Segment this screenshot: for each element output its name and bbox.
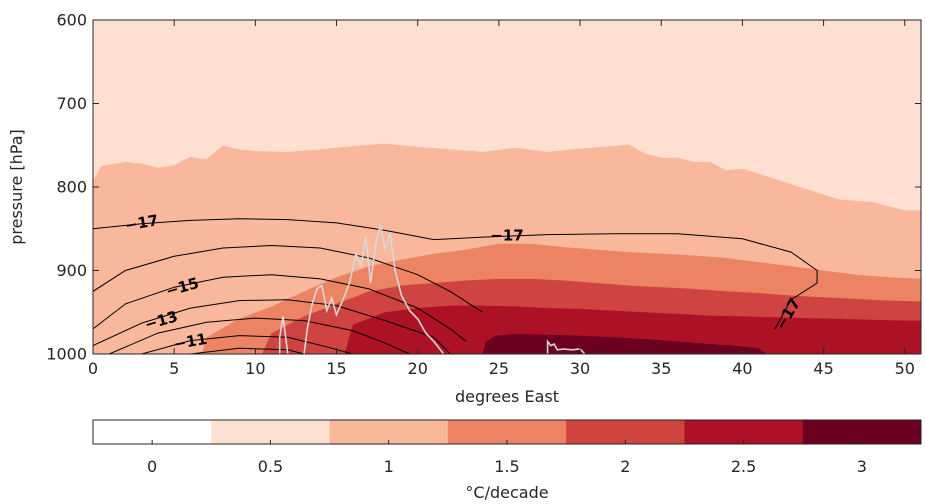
y-tick-label: 700 — [56, 94, 87, 113]
x-tick-label: 45 — [813, 359, 833, 378]
contour-line-0 — [93, 218, 818, 330]
colorbar-tick-label: 1 — [384, 457, 394, 476]
topography-line-1 — [303, 224, 445, 354]
topography-lines — [278, 224, 586, 354]
colorbar-tick-label: 0 — [147, 457, 157, 476]
x-tick-label: 40 — [732, 359, 752, 378]
x-tick-label: 50 — [895, 359, 915, 378]
x-tick-label: 30 — [570, 359, 590, 378]
y-tick-label: 800 — [56, 178, 87, 197]
x-tick-label: 15 — [326, 359, 346, 378]
contour-label-5: −11 — [172, 330, 208, 354]
x-tick-label: 10 — [245, 359, 265, 378]
contour-line-2 — [93, 274, 467, 342]
region-level-3 — [482, 334, 767, 354]
x-tick-label: 35 — [651, 359, 671, 378]
x-axis-ticks: 0 5 10 15 20 25 30 35 40 45 50 — [88, 20, 915, 378]
colorbar-tick-label: 1.5 — [494, 457, 519, 476]
colorbar-tick-label: 2.5 — [731, 457, 756, 476]
y-axis-ticks: 600 700 800 900 1000 — [46, 11, 921, 364]
colorbar-tick-label: 2 — [620, 457, 630, 476]
y-tick-label: 900 — [56, 261, 87, 280]
topography-line-0 — [278, 316, 289, 354]
x-tick-label: 0 — [88, 359, 98, 378]
contour-lines — [93, 218, 818, 354]
contour-line-3 — [93, 299, 451, 354]
x-tick-label: 20 — [408, 359, 428, 378]
topography-line-2 — [546, 339, 586, 354]
contour-line-5 — [141, 335, 353, 354]
colorbar-tick-label: 3 — [857, 457, 867, 476]
x-axis-label: degrees East — [455, 387, 559, 406]
contour-line-6 — [190, 347, 305, 354]
x-tick-label: 5 — [169, 359, 179, 378]
colorbar-ticks: 0 0.5 1 1.5 2 2.5 3 — [147, 440, 867, 476]
colorbar-tick-label: 0.5 — [258, 457, 283, 476]
contour-label-0: −17 — [124, 211, 160, 235]
contour-label-1: −17 — [490, 226, 523, 244]
contour-line-1 — [93, 244, 483, 313]
y-tick-label: 1000 — [46, 345, 87, 364]
x-tick-label: 25 — [489, 359, 509, 378]
y-tick-label: 600 — [56, 11, 87, 30]
contour-line-4 — [109, 317, 410, 354]
colorbar-label: °C/decade — [465, 483, 548, 502]
y-axis-label: pressure [hPa] — [7, 129, 26, 245]
